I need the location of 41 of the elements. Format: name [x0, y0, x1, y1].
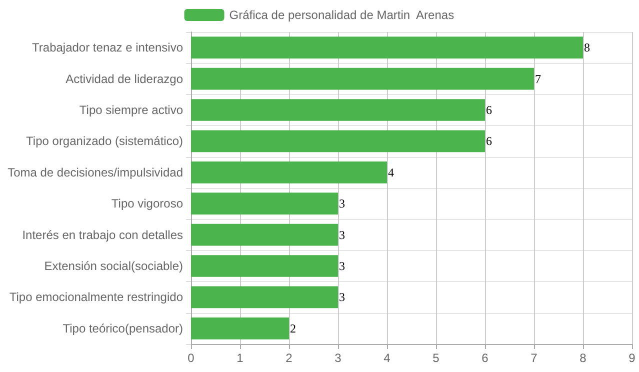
y-tick-label: Interés en trabajo con detalles: [22, 228, 183, 242]
bar: [191, 161, 387, 184]
data-label: 3: [339, 196, 345, 211]
y-tick-label: Extensión social(sociable): [44, 259, 183, 273]
x-tick-label: 2: [286, 351, 293, 365]
x-tick-label: 1: [236, 351, 244, 365]
data-label: 4: [388, 165, 394, 180]
y-tick-label: Tipo vigoroso: [111, 196, 184, 211]
y-tick-label: Tipo siempre activo: [79, 103, 184, 117]
x-tick-label: 5: [432, 351, 440, 365]
data-label: 2: [290, 321, 296, 336]
x-tick-label: 7: [530, 351, 538, 365]
bar: [191, 255, 338, 277]
bar: [191, 192, 338, 215]
data-label: 3: [339, 228, 345, 242]
x-tick-label: 3: [334, 351, 342, 365]
y-tick-label: Trabajador tenaz e intensivo: [32, 40, 184, 55]
bar: [191, 68, 534, 90]
x-tick-label: 8: [580, 351, 587, 365]
y-tick-label: Tipo teórico(pensador): [62, 321, 184, 336]
y-tick-label: Actividad de liderazgo: [66, 72, 184, 86]
bar: [191, 286, 338, 308]
y-tick-label: Tipo emocionalmente restringido: [9, 290, 184, 304]
x-tick-label: 4: [384, 351, 391, 365]
data-label: 6: [486, 103, 492, 117]
y-tick-label: Tipo organizado (sistemático): [26, 134, 183, 148]
x-tick-label: 6: [482, 351, 489, 365]
bar: [191, 99, 485, 121]
data-label: 8: [584, 40, 590, 55]
bar: [191, 317, 289, 340]
legend-label: Gráfica de personalidad de Martin Arenas: [229, 8, 454, 22]
bar: [191, 224, 338, 246]
data-label: 3: [339, 290, 345, 304]
data-label: 3: [339, 259, 345, 273]
y-tick-label: Toma de decisiones/impulsividad: [8, 165, 183, 180]
x-tick-label: 0: [188, 351, 195, 365]
bar: [191, 130, 485, 152]
bar: [191, 36, 583, 59]
x-tick-label: 9: [628, 351, 636, 365]
data-label: 7: [535, 72, 541, 86]
data-label: 6: [486, 134, 492, 148]
